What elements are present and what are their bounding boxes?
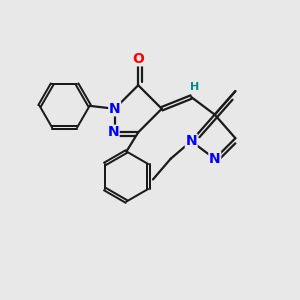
Text: N: N: [109, 102, 121, 116]
Text: N: N: [209, 152, 220, 166]
Text: N: N: [185, 134, 197, 148]
Text: H: H: [190, 82, 199, 92]
Text: O: O: [132, 52, 144, 66]
Text: N: N: [107, 125, 119, 139]
